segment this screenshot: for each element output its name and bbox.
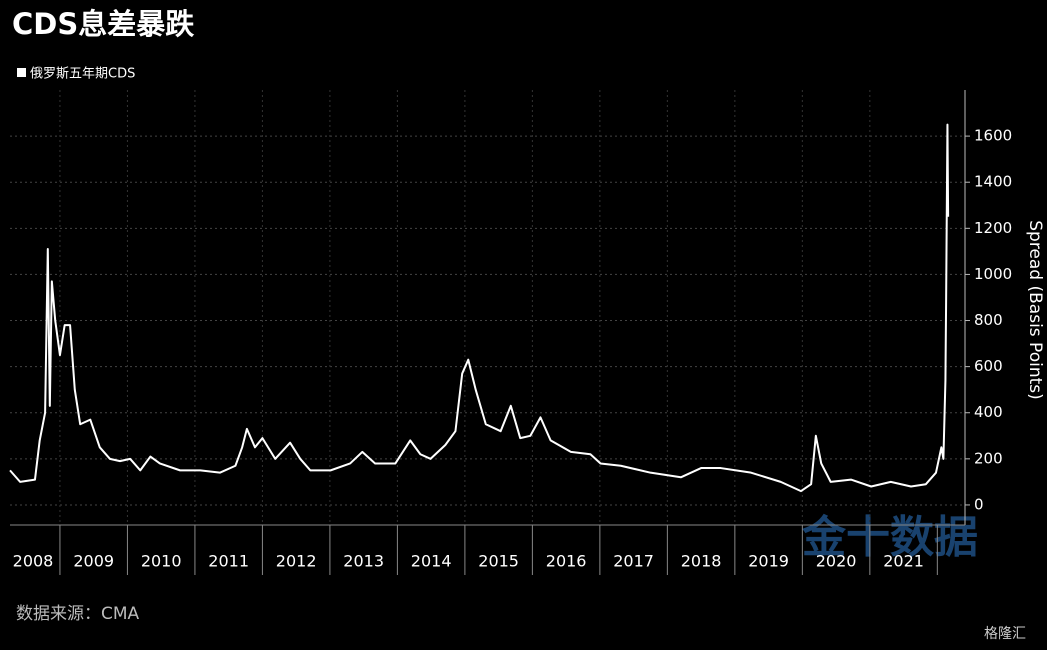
legend-label: 俄罗斯五年期CDS xyxy=(30,67,135,82)
x-tick-label: 2021 xyxy=(883,552,924,571)
plot: 0 200 400 600 800 1000 1200 1400 1600 2008 2009 201… xyxy=(9,90,1012,575)
x-tick-label: 2008 xyxy=(13,552,54,571)
watermark: 金十数据 xyxy=(801,512,978,563)
x-tick-label: 2010 xyxy=(141,552,182,571)
x-tick-label: 2020 xyxy=(816,552,857,571)
series-line xyxy=(9,123,950,493)
corner-mark: 格隆汇 xyxy=(984,626,1026,642)
x-tick-label: 2013 xyxy=(343,552,384,571)
y-tick-label: 200 xyxy=(974,449,1003,467)
x-tick-label: 2012 xyxy=(276,552,317,571)
source: 数据来源：CMA xyxy=(16,604,140,624)
x-tick-label: 2019 xyxy=(748,552,789,571)
y-tick-label: 0 xyxy=(974,495,984,513)
chart-title: CDS息差暴跌 xyxy=(12,7,194,41)
y-tick-label: 1400 xyxy=(974,173,1012,191)
y-axis-title: Spread (Basis Points) xyxy=(1025,220,1045,400)
x-tick-label: 2009 xyxy=(73,552,114,571)
y-tick-label: 1200 xyxy=(974,219,1012,237)
y-tick-label: 400 xyxy=(974,403,1003,421)
x-tick-label: 2011 xyxy=(208,552,249,571)
x-tick-label: 2015 xyxy=(478,552,519,571)
y-tick-label: 600 xyxy=(974,357,1003,375)
x-tick-label: 2018 xyxy=(681,552,722,571)
y-tick-label: 1000 xyxy=(974,265,1012,283)
legend-swatch xyxy=(17,68,26,77)
y-tick-label: 800 xyxy=(974,311,1003,329)
x-tick-label: 2014 xyxy=(411,552,452,571)
x-tick-label: 2017 xyxy=(613,552,654,571)
x-tick-label: 2016 xyxy=(546,552,587,571)
y-tick-label: 1600 xyxy=(974,127,1012,145)
